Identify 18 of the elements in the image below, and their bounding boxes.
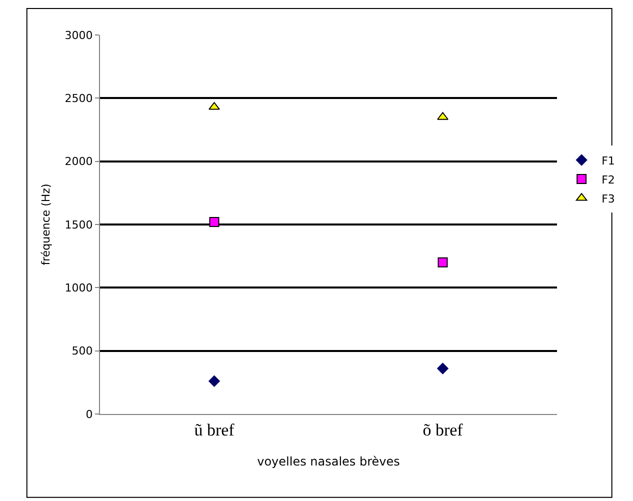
y-tick-label: 500 [72,344,93,358]
point [438,257,448,268]
y-tick-label: 2500 [64,92,93,106]
point [436,362,449,374]
y-tick-label: 2000 [64,155,93,168]
point [208,375,220,387]
y-tick-label: 1500 [64,218,93,232]
x-axis-title: voyelles nasales brèves [257,454,400,468]
legend-label: F2 [602,173,615,186]
point [209,216,220,227]
x-tick-label: ũ bref [194,420,235,440]
legend-label: F1 [602,154,615,168]
x-tick-label: õ bref [422,420,464,440]
legend-label: F3 [602,192,615,206]
y-axis-title: fréquence (Hz) [39,184,52,266]
y-tick-label: 0 [86,408,93,421]
y-tick-label: 1000 [64,282,93,295]
y-tick-label: 3000 [64,28,93,42]
